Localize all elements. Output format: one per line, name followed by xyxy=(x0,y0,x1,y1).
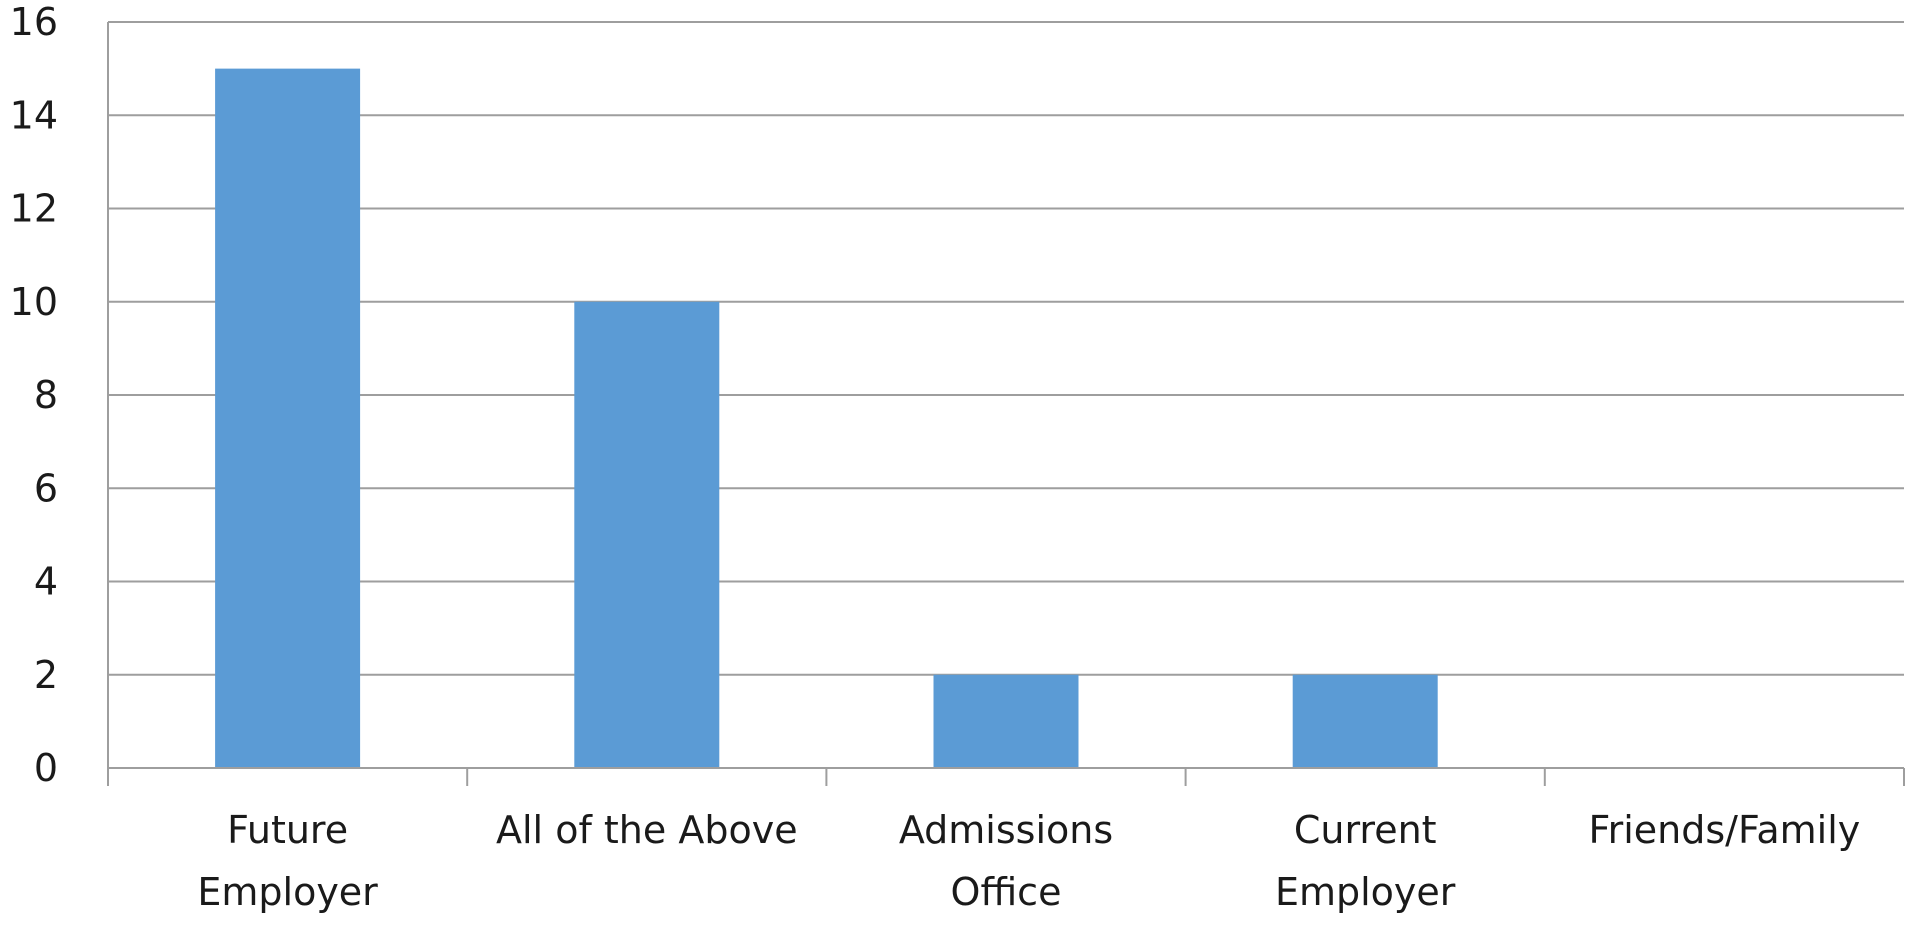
y-axis-tick-labels: 0 2 4 6 8 10 12 14 16 xyxy=(10,0,58,790)
bar xyxy=(574,301,720,768)
bar xyxy=(933,674,1079,768)
x-tick-label: Admissions Office xyxy=(899,808,1113,914)
x-axis xyxy=(107,22,1905,786)
bar xyxy=(215,68,361,768)
x-tick-label: All of the Above xyxy=(496,808,798,852)
bar xyxy=(1292,674,1438,768)
y-tick-label: 16 xyxy=(10,0,58,44)
x-axis-tick-labels: Future Employer All of the Above Admissions… xyxy=(197,808,1860,914)
x-tick-label: Current Employer xyxy=(1275,808,1456,914)
x-tick-label: Future Employer xyxy=(197,808,378,914)
y-tick-label: 0 xyxy=(34,746,58,790)
y-tick-label: 2 xyxy=(34,653,58,697)
y-tick-label: 8 xyxy=(34,373,58,417)
y-tick-label: 10 xyxy=(10,280,58,324)
bars xyxy=(215,68,1438,768)
y-tick-label: 14 xyxy=(10,93,58,137)
gridlines xyxy=(108,21,1904,676)
y-tick-label: 12 xyxy=(10,187,58,231)
y-tick-label: 6 xyxy=(34,466,58,510)
y-tick-label: 4 xyxy=(34,560,58,604)
x-tick-label: Friends/Family xyxy=(1589,808,1861,852)
